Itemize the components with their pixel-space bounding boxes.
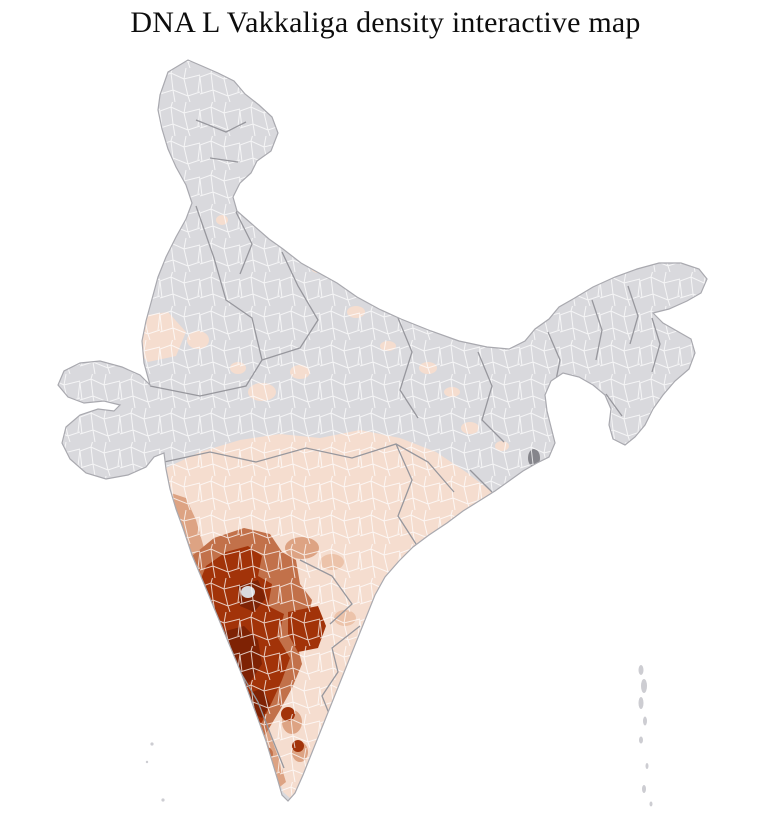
state-boundaries [149, 119, 661, 769]
district-boundaries-mesh [58, 60, 707, 801]
andaman-nicobar-islands[interactable] [638, 665, 653, 807]
lakshadweep-islands[interactable] [145, 742, 165, 802]
low-density-district[interactable] [290, 244, 306, 256]
map-title: DNA L Vakkaliga density interactive map [130, 6, 641, 39]
low-density-district[interactable] [686, 310, 706, 326]
